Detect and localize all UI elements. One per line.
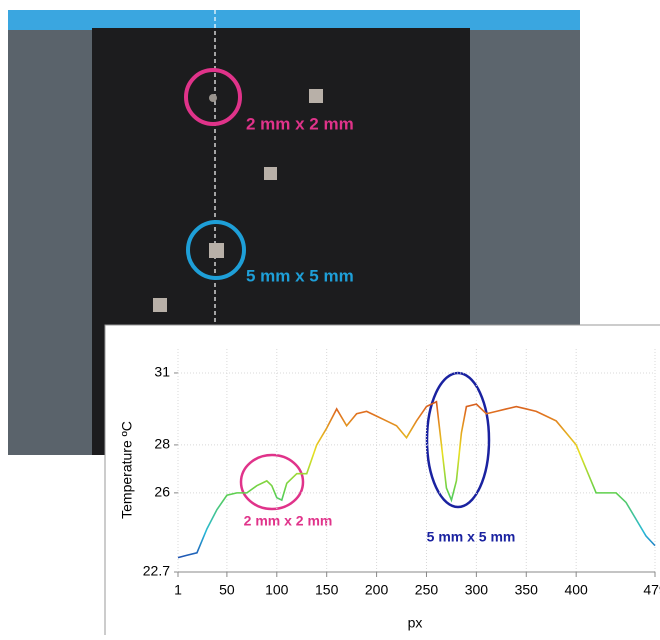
x-tick-label: 150 bbox=[315, 582, 339, 598]
photo-label: 5 mm x 5 mm bbox=[246, 266, 354, 285]
square bbox=[209, 243, 224, 258]
x-axis-label: px bbox=[408, 615, 423, 631]
x-tick-label: 100 bbox=[265, 582, 289, 598]
annotation: 2 mm x 2 mm bbox=[244, 513, 333, 529]
grey-strip-left bbox=[8, 30, 92, 455]
square bbox=[264, 167, 277, 180]
x-tick-label: 200 bbox=[365, 582, 389, 598]
y-tick-label: 26 bbox=[154, 484, 170, 500]
x-tick-label: 300 bbox=[465, 582, 489, 598]
ruler bbox=[8, 10, 580, 30]
x-tick-label: 250 bbox=[415, 582, 439, 598]
x-tick-label: 479 bbox=[643, 582, 660, 598]
y-tick-label: 22.7 bbox=[143, 563, 170, 579]
y-tick-label: 31 bbox=[154, 364, 170, 380]
x-tick-label: 400 bbox=[564, 582, 588, 598]
y-tick-label: 28 bbox=[154, 436, 170, 452]
annotation: 5 mm x 5 mm bbox=[427, 529, 516, 545]
y-axis-label: Temperature ºC bbox=[119, 421, 135, 519]
square bbox=[209, 94, 217, 102]
square bbox=[309, 89, 323, 103]
x-tick-label: 50 bbox=[219, 582, 235, 598]
photo-label: 2 mm x 2 mm bbox=[246, 114, 354, 133]
x-tick-label: 350 bbox=[515, 582, 539, 598]
square bbox=[153, 298, 167, 312]
x-tick-label: 1 bbox=[174, 582, 182, 598]
figure: 2 mm x 2 mm 5 mm x 5 mm Temperature ºC p… bbox=[0, 0, 660, 635]
